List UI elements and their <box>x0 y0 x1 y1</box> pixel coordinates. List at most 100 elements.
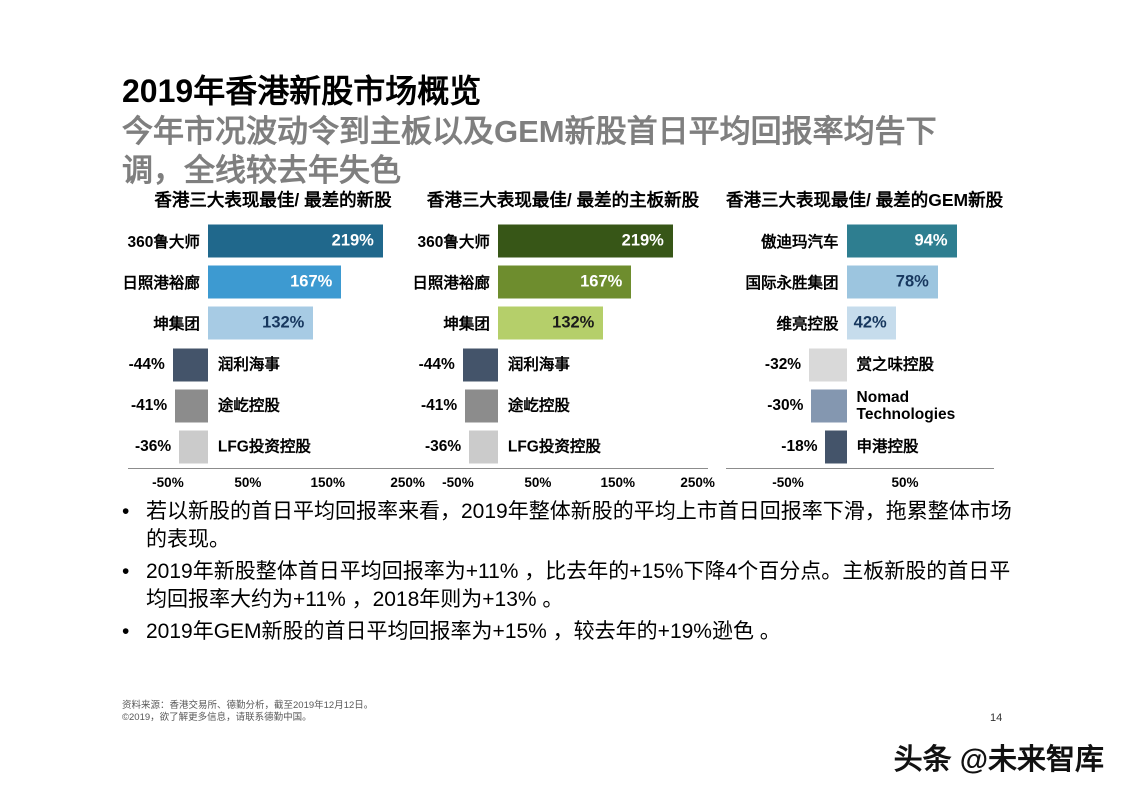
footnote: 资料来源：香港交易所、德勤分析，截至2019年12月12日。 ©2019，欲了解… <box>122 700 373 724</box>
chart-row: 360鲁大师 219% <box>128 220 418 261</box>
chart-row: -36% LFG投资控股 <box>418 427 708 468</box>
axis-tick-label: -50% <box>152 475 184 490</box>
bar-value-label: -32% <box>764 355 802 373</box>
chart-row: 傲迪玛汽车 94% <box>726 220 994 261</box>
page-subtitle: 今年市况波动令到主板以及GEM新股首日平均回报率均告下 调，全线较去年失色 <box>122 112 937 190</box>
bar-name-label: 360鲁大师 <box>127 233 200 251</box>
bullet-text: 2019年新股整体首日平均回报率为+11% ，比去年的+15%下降4个百分点。主… <box>146 560 1011 611</box>
axis-tick-label: 50% <box>891 475 919 490</box>
bar-positive <box>497 265 632 299</box>
bar-negative <box>825 430 847 464</box>
chart-row: 维亮控股 42% <box>726 303 994 344</box>
bar-value-label: 42% <box>853 313 887 332</box>
bar-value-label: -41% <box>130 396 168 414</box>
axis-tick-label: 150% <box>310 475 345 490</box>
chart-row: -44% 润利海事 <box>418 344 708 385</box>
bar-value-label: 132% <box>552 313 595 332</box>
bar-value-label: 219% <box>331 231 374 250</box>
bar-positive <box>846 224 957 258</box>
bar-positive <box>497 224 673 258</box>
chart-x-axis-mainboard: -50% 50% 150% 250% <box>418 468 715 494</box>
source-note: 资料来源：香港交易所、德勤分析，截至2019年12月12日。 <box>122 700 374 711</box>
bar-name-label: 申港控股 <box>856 438 919 456</box>
chart-x-axis-all: -50% 50% 150% 250% <box>128 468 425 494</box>
bar-name-label: 途屹控股 <box>217 397 280 415</box>
bar-name-label: 坤集团 <box>153 316 200 334</box>
bar-name-label: 维亮控股 <box>776 316 839 334</box>
subtitle-line-1: 今年市况波动令到主板以及GEM新股首日平均回报率均告下 <box>122 114 937 149</box>
axis-tick-label: 50% <box>524 475 552 490</box>
bar-name-label: 日照港裕廊 <box>412 274 490 292</box>
bar-name-label: 途屹控股 <box>507 397 570 415</box>
page-number: 14 <box>990 712 1003 724</box>
chart-row: -44% 润利海事 <box>128 344 418 385</box>
chart-x-axis-gem: -50% 50% <box>726 468 994 494</box>
chart-row: 日照港裕廊 167% <box>412 261 708 302</box>
axis-tick-label: 250% <box>390 475 425 490</box>
bullet-item: • 2019年新股整体首日平均回报率为+11% ，比去年的+15%下降4个百分点… <box>122 558 1027 614</box>
chart-gem-new-stocks: 香港三大表现最佳/ 最差的GEM新股 傲迪玛汽车 94% 国际永胜集团 78% 维亮控股… <box>726 188 1004 494</box>
chart-row: 日照港裕廊 167% <box>122 261 418 302</box>
axis-tick-label: 50% <box>234 475 262 490</box>
chart-plot-all: 360鲁大师 219% 日照港裕廊 167% 坤集团 132% -44% 润利海事 -41% 途屹… <box>122 220 418 468</box>
bar-positive <box>207 265 342 299</box>
bar-negative <box>462 348 498 382</box>
bar-value-label: 167% <box>290 272 333 291</box>
bar-name-label: 润利海事 <box>217 356 280 374</box>
bar-name-label: Nomad Technologies <box>856 388 956 423</box>
bar-name-label: 日照港裕廊 <box>122 274 200 292</box>
chart-row: -36% LFG投资控股 <box>128 427 418 468</box>
bar-name-label: LFG投资控股 <box>217 438 311 456</box>
bar-positive <box>497 306 604 340</box>
bar-negative <box>172 348 208 382</box>
chart-title-mainboard: 香港三大表现最佳/ 最差的主板新股 <box>426 190 700 210</box>
bar-name-label: 国际永胜集团 <box>745 274 839 292</box>
chart-row: 坤集团 132% <box>128 303 418 344</box>
bar-name-label: 360鲁大师 <box>417 233 490 251</box>
bullet-text: 若以新股的首日平均回报率来看，2019年整体新股的平均上市首日回报率下滑，拖累整… <box>146 500 1012 551</box>
bar-value-label: 94% <box>914 231 948 250</box>
bar-value-label: -44% <box>418 355 455 373</box>
bar-value-label: -30% <box>767 396 804 414</box>
bar-value-label: -36% <box>134 438 172 456</box>
bar-value-label: -18% <box>781 438 818 456</box>
bar-name-label: 坤集团 <box>443 316 490 334</box>
chart-row: -18% 申港控股 <box>726 427 994 468</box>
axis-tick-label: -50% <box>772 475 804 490</box>
page-title: 2019年香港新股市场概览 <box>122 73 482 109</box>
bullet-marker: • <box>122 500 130 523</box>
bar-positive <box>207 306 314 340</box>
chart-row: 360鲁大师 219% <box>418 220 708 261</box>
bar-name-label: 润利海事 <box>507 356 570 374</box>
bar-negative <box>179 430 208 464</box>
bullet-item: • 2019年GEM新股的首日平均回报率为+15% ，较去年的+19%逊色 。 <box>122 618 1027 646</box>
bar-value-label: 167% <box>580 272 623 291</box>
chart-plot-gem: 傲迪玛汽车 94% 国际永胜集团 78% 维亮控股 42% -32% 赏之味控股 -30% Nom… <box>726 220 994 468</box>
chart-row: -41% 途屹控股 <box>128 385 418 426</box>
bullet-marker: • <box>122 620 130 643</box>
chart-title-gem: 香港三大表现最佳/ 最差的GEM新股 <box>726 190 1004 210</box>
bullet-list: • 若以新股的首日平均回报率来看，2019年整体新股的平均上市首日回报率下滑，拖… <box>122 498 1027 650</box>
bar-name-label: LFG投资控股 <box>507 438 601 456</box>
bar-negative <box>811 389 847 423</box>
bullet-marker: • <box>122 560 130 583</box>
bar-name-label: 傲迪玛汽车 <box>761 233 839 251</box>
bar-negative <box>175 389 208 423</box>
bar-negative <box>465 389 498 423</box>
bar-value-label: -44% <box>128 355 165 373</box>
bullet-text: 2019年GEM新股的首日平均回报率为+15% ，较去年的+19%逊色 。 <box>146 620 781 643</box>
chart-row: 国际永胜集团 78% <box>726 261 994 302</box>
chart-title-all: 香港三大表现最佳/ 最差的新股 <box>154 190 392 210</box>
watermark: 头条 @未来智库 <box>893 744 1104 776</box>
bar-value-label: -36% <box>424 438 462 456</box>
bar-positive <box>846 265 938 299</box>
bar-positive <box>846 306 896 340</box>
bar-negative <box>809 348 847 382</box>
bar-value-label: 78% <box>895 272 929 291</box>
bar-value-label: -41% <box>420 396 458 414</box>
axis-tick-label: -50% <box>442 475 474 490</box>
copyright-note: ©2019，欲了解更多信息，请联系德勤中国。 <box>122 712 312 723</box>
chart-all-new-stocks: 香港三大表现最佳/ 最差的新股 360鲁大师 219% 日照港裕廊 167% 坤集团 13… <box>122 188 425 494</box>
bar-positive <box>207 224 383 258</box>
chart-row: -30% Nomad Technologies <box>726 385 994 426</box>
